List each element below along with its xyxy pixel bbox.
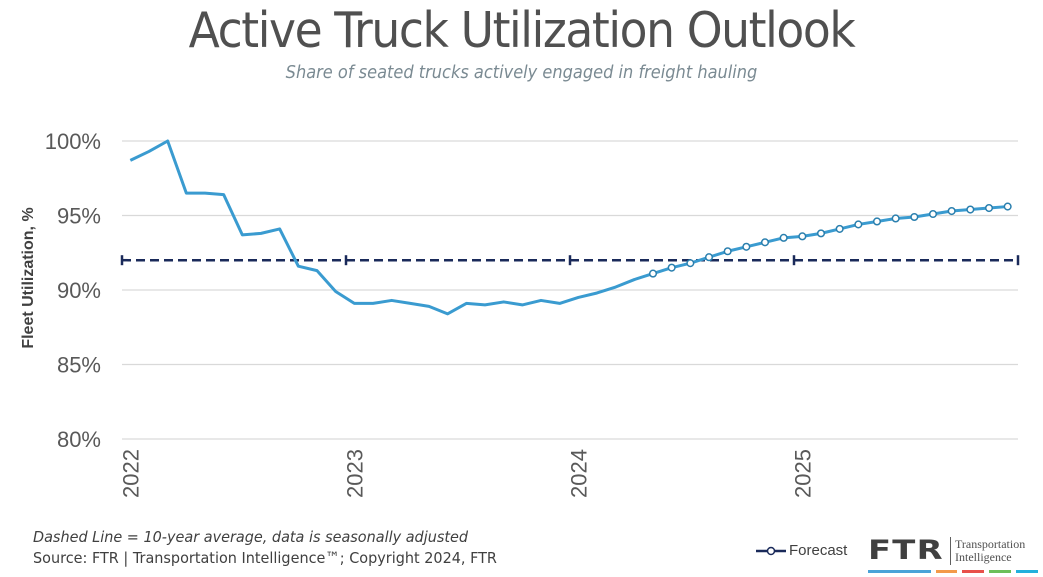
y-axis-ticks: 80% 85% 90% 95% 100% (45, 129, 101, 452)
forecast-point (928, 209, 938, 219)
forecast-point (966, 205, 975, 214)
x-tick-label: 2025 (790, 449, 815, 498)
y-tick-label: 95% (57, 204, 101, 229)
forecast-point (779, 233, 788, 242)
forecast-point (686, 259, 695, 268)
y-tick-label: 80% (57, 427, 101, 452)
logo-divider (950, 536, 951, 565)
forecast-point (742, 242, 751, 251)
logo-bar-red (962, 570, 984, 573)
forecast-markers (648, 202, 1012, 278)
forecast-point (1003, 202, 1012, 211)
logo-bar-cyan (1016, 570, 1038, 573)
ftr-logo: FTR Transportation Intelligence (868, 535, 1025, 566)
y-axis-label: Fleet Utilization, % (20, 207, 37, 348)
forecast-point (667, 263, 676, 272)
logo-line-2: Intelligence (955, 549, 1012, 564)
x-tick-label: 2024 (566, 449, 591, 498)
forecast-legend-label: Forecast (789, 542, 848, 559)
y-tick-label: 90% (57, 278, 101, 303)
x-tick-label: 2022 (118, 449, 143, 498)
chart-subtitle: Share of seated trucks actively engaged … (285, 62, 758, 83)
y-tick-label: 100% (45, 129, 101, 154)
forecast-point (704, 253, 714, 262)
logo-mark: FTR (868, 535, 944, 566)
forecast-point (854, 220, 863, 229)
x-tick-label: 2023 (342, 449, 367, 498)
forecast-point (648, 269, 658, 278)
chart-title: Active Truck Utilization Outlook (188, 2, 856, 59)
forecast-point (891, 214, 900, 223)
forecast-legend-icon (756, 546, 786, 555)
logo-line-1: Transportation (955, 536, 1026, 551)
footnote: Dashed Line = 10-year average, data is s… (33, 528, 469, 546)
forecast-point (798, 232, 807, 241)
forecast-point (947, 206, 956, 216)
logo-bar-blue (868, 570, 931, 573)
y-tick-label: 85% (57, 353, 101, 378)
average-line-group (120, 255, 1020, 266)
forecast-point (984, 204, 994, 213)
logo-bar-green (989, 570, 1011, 573)
forecast-point (835, 224, 844, 233)
forecast-point (723, 247, 732, 256)
forecast-point (872, 217, 882, 226)
series-group (129, 139, 1008, 316)
forecast-point (760, 238, 770, 247)
x-axis-ticks: 2022 2023 2024 2025 (118, 449, 815, 498)
forecast-point (910, 212, 919, 222)
source-note: Source: FTR | Transportation Intelligenc… (33, 549, 497, 567)
logo-color-bars (0, 570, 1043, 573)
forecast-point (816, 229, 826, 238)
logo-subtitle: Transportation Intelligence (955, 536, 1026, 564)
fleet-utilization-line (129, 139, 1008, 316)
logo-bar-orange (936, 570, 957, 573)
legend: Forecast (755, 542, 847, 559)
gridlines (122, 140, 1018, 440)
